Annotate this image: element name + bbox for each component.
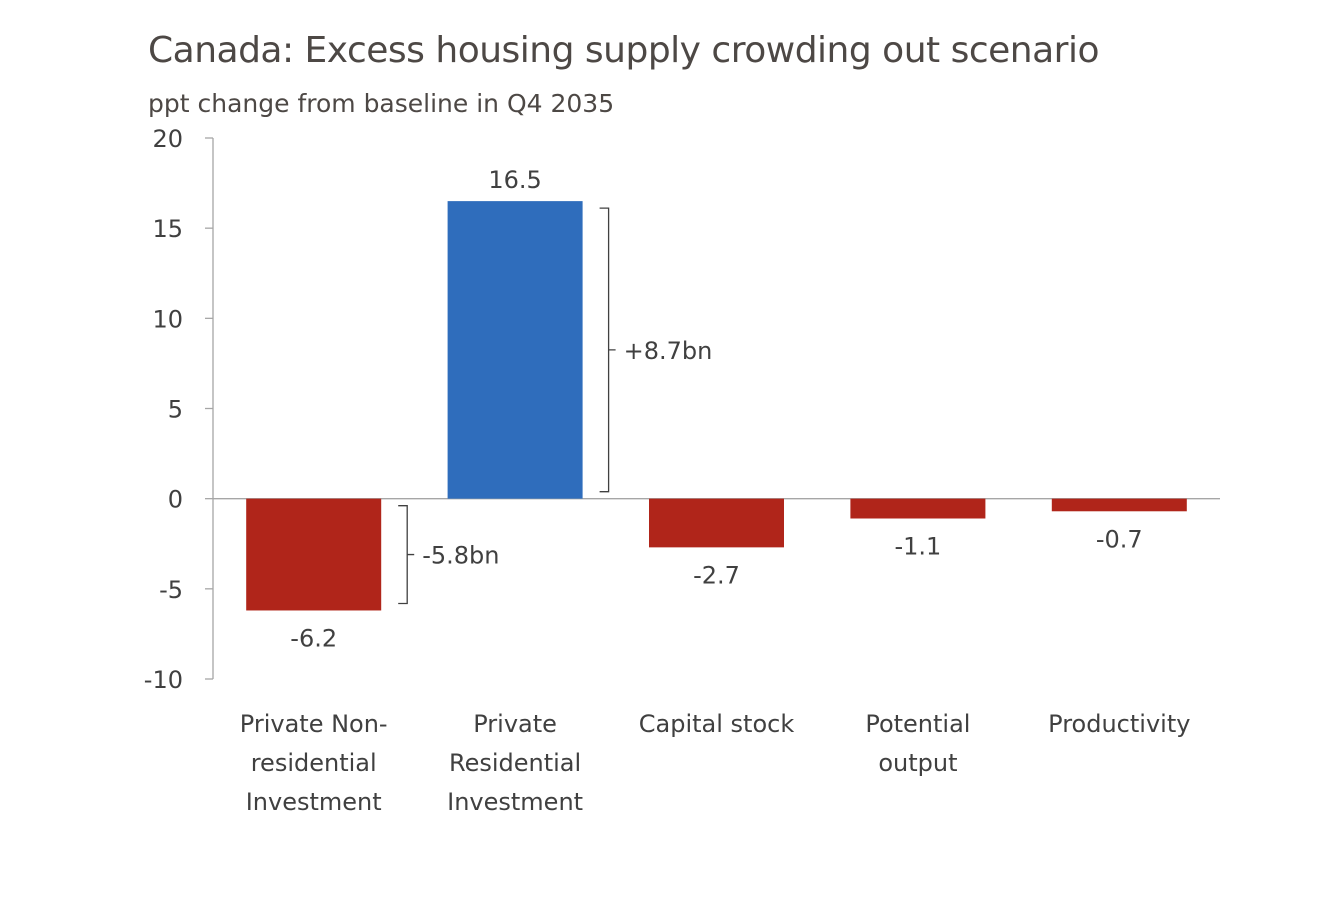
category-label: output [878, 749, 957, 777]
annotation-label: +8.7bn [624, 337, 713, 365]
bar [246, 498, 382, 611]
bar [649, 498, 784, 548]
y-tick-label: 0 [168, 486, 183, 514]
data-label: -0.7 [1096, 525, 1143, 553]
bracket [599, 207, 616, 493]
category-label: residential [251, 749, 377, 777]
category-label: Potential [865, 710, 970, 738]
y-tick-label: -10 [144, 666, 183, 694]
y-tick-label: 15 [152, 215, 183, 243]
annotation-label: -5.8bn [422, 542, 499, 570]
y-tick-label: 5 [168, 396, 183, 424]
bar [850, 498, 986, 519]
category-label: Capital stock [639, 710, 795, 738]
category-label: Productivity [1048, 710, 1190, 738]
data-label: 16.5 [488, 166, 541, 194]
category-label: Residential [449, 749, 581, 777]
category-label: Private [473, 710, 557, 738]
data-label: -2.7 [693, 561, 740, 589]
y-tick-label: -5 [159, 576, 183, 604]
bar [1051, 498, 1187, 512]
y-tick-label: 10 [152, 305, 183, 333]
chart-title: Canada: Excess housing supply crowding o… [148, 30, 1099, 71]
category-label: Private Non- [240, 710, 388, 738]
category-label: Investment [246, 788, 382, 816]
bracket [398, 505, 415, 605]
chart-subtitle: ppt change from baseline in Q4 2035 [148, 89, 615, 118]
data-label: -1.1 [894, 533, 941, 561]
bar [447, 201, 583, 499]
data-label: -6.2 [290, 624, 337, 652]
category-label: Investment [447, 788, 583, 816]
y-tick-label: 20 [152, 125, 183, 153]
